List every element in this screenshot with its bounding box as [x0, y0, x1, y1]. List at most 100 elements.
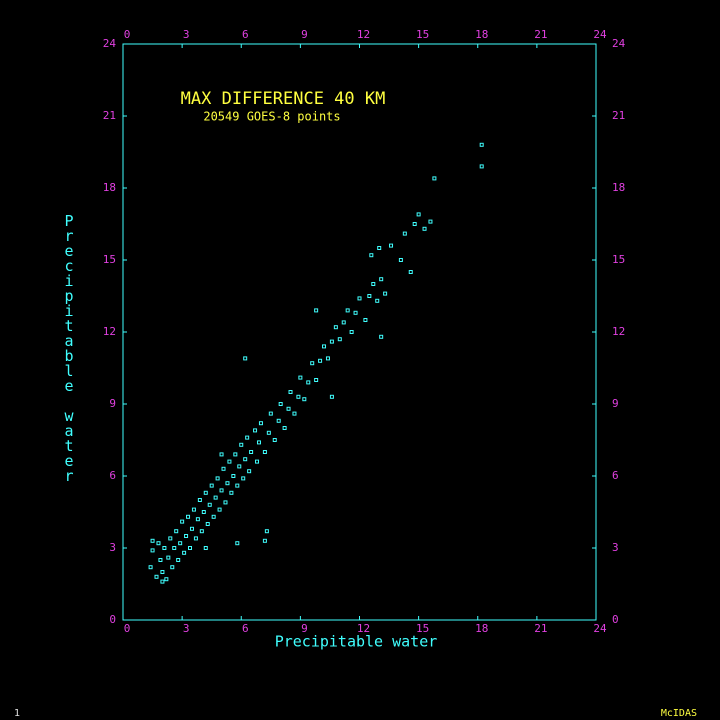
point: [245, 435, 250, 440]
point: [235, 541, 240, 546]
point: [162, 546, 167, 550]
point: [341, 320, 346, 325]
plot-frame: [122, 43, 597, 621]
x-tick-label-top: 18: [475, 28, 488, 41]
point: [243, 356, 248, 361]
y-tick-label: 15: [103, 253, 116, 266]
point: [268, 411, 273, 416]
point: [168, 536, 173, 541]
x-tick-label-top: 0: [124, 28, 131, 41]
point: [225, 481, 230, 486]
point: [367, 294, 372, 298]
point: [353, 310, 358, 315]
point: [201, 510, 206, 514]
footer-right: McIDAS: [661, 708, 697, 719]
point: [164, 577, 169, 582]
point: [213, 495, 218, 500]
point: [160, 570, 165, 574]
point: [292, 411, 297, 416]
point: [333, 325, 338, 330]
point: [266, 430, 271, 435]
point: [229, 490, 234, 495]
x-tick-label-top: 9: [301, 28, 308, 41]
point: [389, 243, 394, 248]
point: [379, 277, 384, 282]
point: [150, 538, 155, 543]
point: [184, 534, 189, 538]
y-tick-label: 6: [109, 469, 116, 482]
point: [310, 361, 315, 366]
x-tick-label-top: 15: [416, 28, 429, 41]
point: [402, 231, 407, 236]
point: [221, 466, 226, 471]
point: [337, 337, 342, 342]
y-axis-label: Precipitable water: [60, 212, 78, 482]
point: [209, 483, 214, 488]
y-tick-label-right: 24: [612, 37, 626, 50]
point: [170, 565, 175, 570]
x-tick-label: 9: [301, 622, 308, 635]
point: [412, 222, 417, 226]
point: [172, 546, 177, 550]
point: [180, 519, 185, 524]
point: [306, 380, 311, 385]
point: [479, 142, 484, 147]
point: [207, 502, 212, 507]
x-axis-label: Precipitable water: [275, 633, 438, 651]
point: [211, 514, 216, 519]
point: [199, 529, 204, 534]
point: [166, 555, 171, 560]
point: [197, 498, 202, 502]
x-tick-label: 24: [593, 622, 607, 635]
y-tick-label: 0: [109, 613, 116, 626]
y-tick-label-right: 9: [612, 397, 619, 410]
y-tick-label: 21: [103, 109, 116, 122]
point: [256, 440, 261, 445]
point: [237, 464, 242, 469]
point: [205, 522, 210, 526]
point: [193, 536, 198, 541]
point: [231, 474, 236, 478]
point: [150, 548, 155, 553]
point: [217, 507, 222, 512]
point: [416, 212, 421, 217]
point: [363, 318, 368, 322]
point: [156, 541, 161, 546]
point: [314, 308, 319, 313]
point: [188, 546, 193, 550]
y-tick-label-right: 3: [612, 541, 619, 554]
point: [154, 574, 159, 579]
point: [239, 442, 244, 447]
y-tick-label: 3: [109, 541, 116, 554]
point: [357, 296, 362, 301]
point: [302, 397, 307, 402]
y-tick-label-right: 18: [612, 181, 625, 194]
point: [422, 226, 427, 231]
x-tick-label-top: 3: [183, 28, 190, 41]
x-tick-label-top: 24: [593, 28, 607, 41]
point: [203, 490, 208, 495]
point: [176, 558, 181, 562]
point: [318, 358, 323, 363]
y-tick-label-right: 12: [612, 325, 625, 338]
y-tick-label: 9: [109, 397, 116, 410]
y-tick-label: 18: [103, 181, 116, 194]
chart-subtitle: 20549 GOES-8 points: [203, 110, 340, 124]
point: [278, 402, 283, 406]
point: [371, 282, 376, 286]
point: [235, 483, 240, 488]
point: [428, 219, 433, 224]
point: [262, 538, 267, 543]
point: [479, 164, 484, 169]
point: [377, 246, 382, 250]
point: [272, 438, 277, 442]
point: [189, 526, 194, 531]
point: [329, 394, 334, 399]
point: [349, 330, 354, 334]
point: [379, 334, 384, 339]
point: [255, 459, 260, 464]
x-tick-label-top: 6: [242, 28, 249, 41]
x-tick-label: 12: [357, 622, 370, 635]
point: [258, 421, 263, 426]
